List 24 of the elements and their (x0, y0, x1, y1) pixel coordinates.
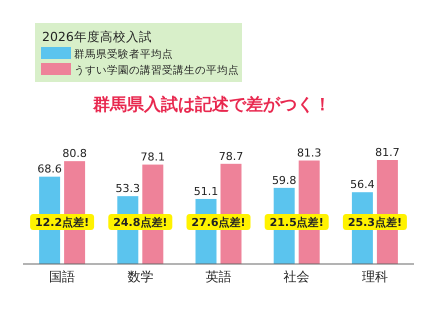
data-label: 81.3 (296, 146, 322, 160)
legend-label: 群馬県受験者平均点 (74, 48, 173, 60)
legend-label: うすい学園の講習受講生の平均点 (74, 64, 239, 76)
x-tick-label: 理科 (362, 270, 388, 285)
data-label: 53.3 (116, 182, 140, 196)
annotation: 27.6点差! (191, 216, 246, 229)
x-tick-label: 社会 (284, 270, 310, 285)
data-label: 56.4 (350, 178, 375, 192)
data-label: 59.8 (272, 174, 296, 187)
legend-title: 2026年度高校入試 (42, 29, 152, 44)
x-tick-label: 国語 (49, 270, 76, 285)
data-label: 80.8 (62, 147, 87, 160)
data-label: 68.6 (37, 162, 62, 176)
annotation: 21.5点差! (270, 216, 324, 229)
data-label: 51.1 (194, 184, 218, 198)
data-label: 78.7 (218, 150, 244, 163)
annotation: 25.3点差! (348, 216, 402, 229)
annotation: 24.8点差! (113, 216, 168, 229)
data-label: 78.1 (140, 150, 166, 164)
x-tick-label: 英語 (206, 270, 232, 285)
x-tick-label: 数学 (127, 270, 154, 285)
chart-title: 群馬県入試は記述で差がつく！ (92, 95, 331, 115)
data-label: 81.7 (375, 146, 400, 159)
annotation: 12.2点差! (35, 216, 90, 229)
